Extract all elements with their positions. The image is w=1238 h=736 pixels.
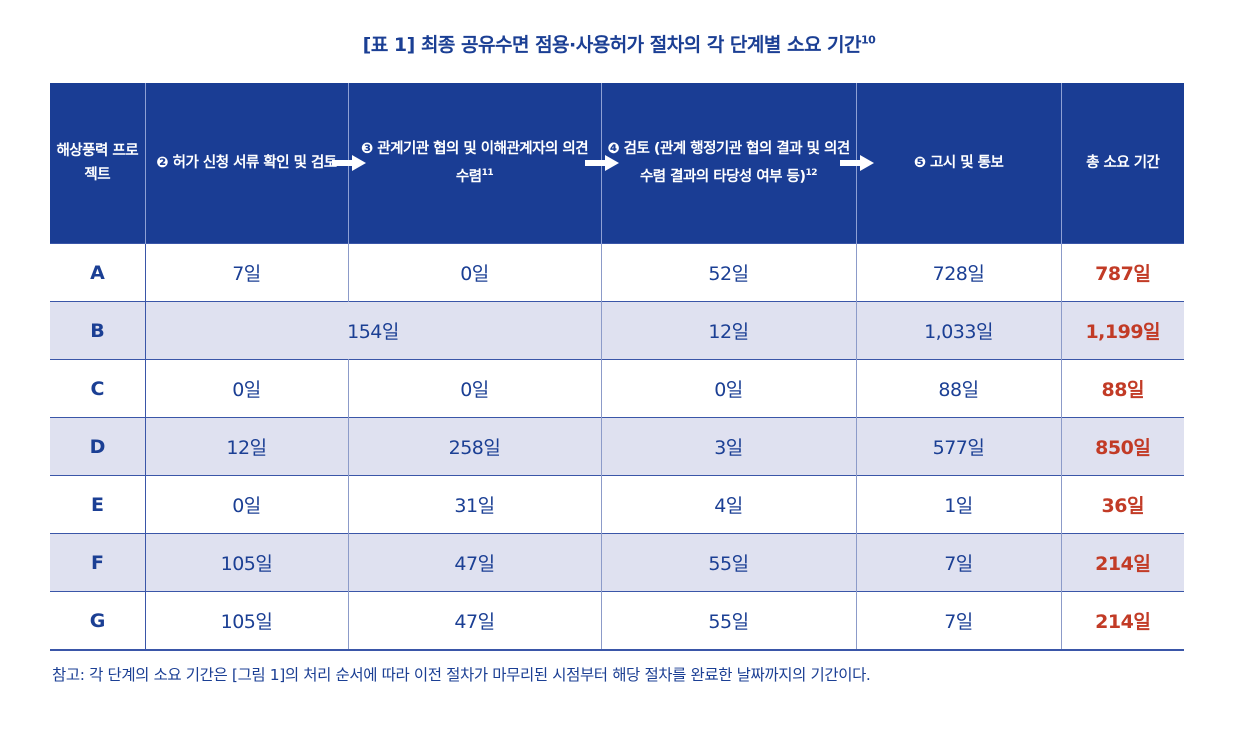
duration-cell: 7일 — [856, 533, 1062, 592]
duration-cell: 55일 — [601, 533, 857, 592]
duration-cell: 3일 — [601, 417, 857, 476]
arrow-right-icon — [584, 155, 619, 171]
duration-cell: 728일 — [856, 243, 1062, 302]
duration-cell: 88일 — [856, 359, 1062, 418]
column-header: 해상풍력 프로젝트 — [50, 83, 146, 244]
duration-cell: 47일 — [348, 591, 602, 651]
duration-cell: 55일 — [601, 591, 857, 651]
duration-table: 해상풍력 프로젝트 ❷ 허가 신청 서류 확인 및 검토 ❸ 관계기관 협의 및 이… — [50, 83, 1184, 651]
duration-cell: 52일 — [601, 243, 857, 302]
arrow-right-icon — [839, 155, 874, 171]
duration-cell: 1,033일 — [856, 301, 1062, 360]
project-cell: B — [50, 301, 146, 360]
column-header: 총 소요 기간 — [1061, 83, 1184, 244]
table-note: 참고: 각 단계의 소요 기간은 [그림 1]의 처리 순서에 따라 이전 절차… — [52, 666, 871, 684]
duration-cell: 105일 — [145, 591, 349, 651]
duration-cell: 0일 — [348, 243, 602, 302]
column-header: ❹ 검토 (관계 행정기관 협의 결과 및 의견 수렴 결과의 타당성 여부 등… — [601, 83, 874, 244]
duration-cell: 7일 — [856, 591, 1062, 651]
table-row: G 105일 47일 55일 7일 214일 — [50, 591, 1184, 651]
table-row: B 154일 12일 1,033일 1,199일 — [50, 301, 1184, 360]
duration-cell: 1일 — [856, 475, 1062, 534]
column-header: ❺ 고시 및 통보 — [856, 83, 1062, 244]
table-row: A 7일 0일 52일 728일 787일 — [50, 243, 1184, 302]
duration-cell: 7일 — [145, 243, 349, 302]
duration-cell: 105일 — [145, 533, 349, 592]
duration-cell: 577일 — [856, 417, 1062, 476]
column-header: ❷ 허가 신청 서류 확인 및 검토 — [145, 83, 366, 244]
duration-cell: 12일 — [601, 301, 857, 360]
table-title: [표 1] 최종 공유수면 점용·사용허가 절차의 각 단계별 소요 기간10 — [362, 33, 876, 56]
table-row: E 0일 31일 4일 1일 36일 — [50, 475, 1184, 534]
total-cell: 36일 — [1061, 475, 1184, 534]
table-row: D 12일 258일 3일 577일 850일 — [50, 417, 1184, 476]
duration-cell: 0일 — [145, 359, 349, 418]
table-row: F 105일 47일 55일 7일 214일 — [50, 533, 1184, 592]
project-cell: D — [50, 417, 146, 476]
total-cell: 850일 — [1061, 417, 1184, 476]
table-row: C 0일 0일 0일 88일 88일 — [50, 359, 1184, 418]
duration-cell: 154일 — [145, 301, 602, 360]
project-cell: E — [50, 475, 146, 534]
duration-cell: 0일 — [601, 359, 857, 418]
project-cell: C — [50, 359, 146, 418]
project-cell: F — [50, 533, 146, 592]
total-cell: 214일 — [1061, 591, 1184, 651]
arrow-right-icon — [331, 155, 366, 171]
duration-cell: 47일 — [348, 533, 602, 592]
total-cell: 1,199일 — [1061, 301, 1184, 360]
project-cell: G — [50, 591, 146, 651]
total-cell: 787일 — [1061, 243, 1184, 302]
column-header: ❸ 관계기관 협의 및 이해관계자의 의견 수렴11 — [348, 83, 619, 244]
duration-cell: 12일 — [145, 417, 349, 476]
total-cell: 214일 — [1061, 533, 1184, 592]
project-cell: A — [50, 243, 146, 302]
duration-cell: 0일 — [145, 475, 349, 534]
total-cell: 88일 — [1061, 359, 1184, 418]
duration-cell: 31일 — [348, 475, 602, 534]
duration-cell: 4일 — [601, 475, 857, 534]
duration-cell: 258일 — [348, 417, 602, 476]
duration-cell: 0일 — [348, 359, 602, 418]
